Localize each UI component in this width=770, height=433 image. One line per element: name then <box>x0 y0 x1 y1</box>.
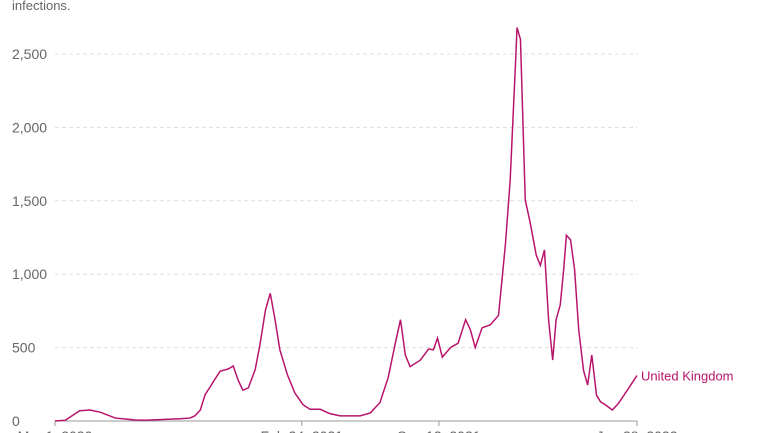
x-tick-label: Jun 28, 2022 <box>597 428 678 433</box>
x-tick-label: Sep 12, 2021 <box>397 428 481 433</box>
x-tick-label: Feb 24, 2021 <box>261 428 344 433</box>
chart-subtitle: infections. <box>12 0 71 13</box>
y-tick-label: 0 <box>12 413 20 429</box>
y-tick-label: 500 <box>12 340 36 356</box>
x-tick-label: Mar 1, 2020 <box>18 428 93 433</box>
y-tick-label: 2,000 <box>12 119 47 135</box>
y-tick-label: 1,500 <box>12 193 47 209</box>
line <box>54 27 638 422</box>
y-tick-label: 2,500 <box>12 46 47 62</box>
y-tick-label: 1,000 <box>12 266 47 282</box>
legend-label: United Kingdom <box>641 368 734 383</box>
